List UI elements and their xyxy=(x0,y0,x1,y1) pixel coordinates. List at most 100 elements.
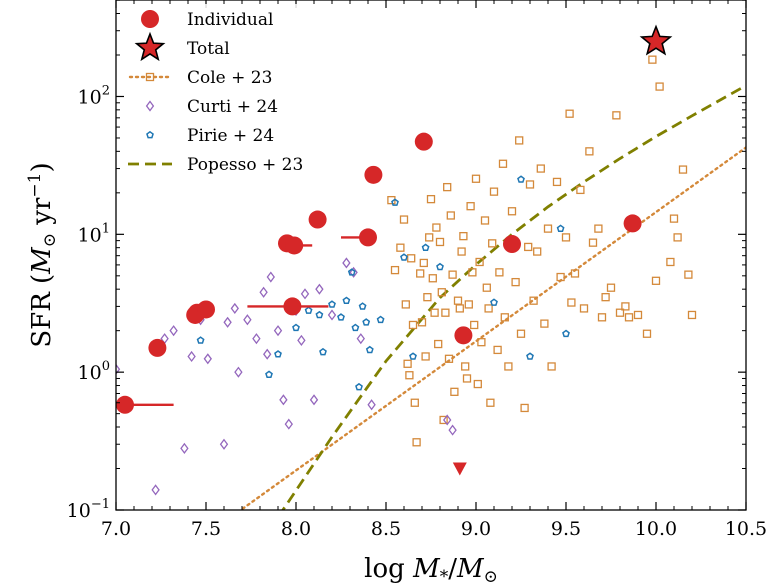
cole-point xyxy=(511,277,520,287)
cole-point xyxy=(407,254,416,263)
individual-point xyxy=(308,210,327,229)
x-tick-label: 8.0 xyxy=(281,518,311,540)
curti-point xyxy=(259,286,268,298)
x-tick-label: 8.5 xyxy=(371,518,401,540)
curti-point xyxy=(223,316,232,328)
legend-label: Curti + 24 xyxy=(187,97,278,117)
cole-point xyxy=(453,296,463,305)
cole-point xyxy=(425,233,434,242)
curti-point xyxy=(367,399,376,411)
x-tick-label: 10.0 xyxy=(635,518,677,540)
cole-point xyxy=(615,308,625,317)
cole-point xyxy=(444,354,454,363)
pirie-point xyxy=(436,262,444,271)
cole-point xyxy=(493,345,502,355)
cole-point xyxy=(673,233,682,242)
pirie-point xyxy=(319,347,327,356)
pirie-point xyxy=(355,382,363,391)
cole-point xyxy=(430,308,439,317)
individual-point xyxy=(116,395,134,414)
cole-point xyxy=(678,165,688,174)
cole-point xyxy=(597,313,607,322)
pirie-point xyxy=(517,175,525,183)
cole-point xyxy=(579,304,589,313)
popesso-relation-curve xyxy=(281,84,746,510)
cole-point xyxy=(504,362,513,371)
cole-point xyxy=(520,403,529,413)
cole-point xyxy=(486,398,495,407)
x-tick-label: 9.0 xyxy=(461,518,491,540)
pirie-point xyxy=(337,313,345,321)
cole-point xyxy=(477,338,486,347)
y-tick-label: 100 xyxy=(78,359,110,384)
pirie-point xyxy=(391,198,399,206)
individual-point xyxy=(285,236,304,255)
cole-point xyxy=(468,268,477,277)
cole-point xyxy=(489,187,499,196)
curti-point xyxy=(116,363,121,375)
x-tick-label: 9.5 xyxy=(551,518,581,540)
legend: Individual Total Cole + 23 Curti + 24 Pirie … xyxy=(124,4,324,184)
upper-limit-marker xyxy=(452,462,467,476)
cole-point xyxy=(401,300,410,309)
cole-point xyxy=(633,310,643,320)
pirie-point xyxy=(304,306,313,314)
individual-point xyxy=(197,300,215,319)
cole-point xyxy=(552,177,562,187)
cole-point xyxy=(464,300,473,309)
cole-point xyxy=(416,269,425,278)
legend-label: Popesso + 23 xyxy=(187,155,303,175)
curti-point xyxy=(219,438,229,450)
curti-point xyxy=(300,288,310,300)
cole-point xyxy=(642,329,652,338)
individual-point xyxy=(454,326,473,345)
cole-point xyxy=(612,111,621,120)
cole-point xyxy=(606,283,616,292)
cole-point xyxy=(561,233,571,242)
cole-point xyxy=(543,224,553,233)
y-tick-label: 10−1 xyxy=(67,497,110,522)
cole-point xyxy=(585,147,594,156)
cole-point xyxy=(500,313,509,322)
pirie-point xyxy=(196,336,205,344)
curti-point xyxy=(266,271,275,283)
legend-curti-marker xyxy=(145,100,155,112)
x-tick-label: 7.5 xyxy=(191,518,221,540)
cole-point xyxy=(484,304,493,313)
cole-point xyxy=(567,298,576,307)
cole-point xyxy=(666,257,675,267)
legend-pirie-marker xyxy=(146,130,154,139)
individual-point xyxy=(283,297,302,316)
pirie-point xyxy=(400,253,408,261)
cole-point xyxy=(441,308,450,317)
legend-label: Individual xyxy=(187,10,273,30)
curti-point xyxy=(315,283,324,295)
pirie-point xyxy=(421,243,430,252)
cole-point xyxy=(434,339,443,349)
pirie-point xyxy=(365,345,374,354)
curti-point xyxy=(243,314,252,326)
cole-point xyxy=(482,283,491,292)
pirie-point xyxy=(315,310,324,319)
cole-point xyxy=(516,329,526,338)
plot-frame xyxy=(115,0,747,511)
curti-point xyxy=(443,414,452,426)
cole-point xyxy=(428,274,437,283)
cole-point xyxy=(565,109,574,118)
cole-point xyxy=(533,247,542,256)
legend-label: Pirie + 24 xyxy=(187,126,274,146)
cole-point xyxy=(466,202,475,211)
cole-point xyxy=(540,319,549,328)
cole-point xyxy=(405,371,414,380)
individual-point xyxy=(503,235,521,254)
curti-point xyxy=(356,333,365,345)
pirie-point xyxy=(342,296,351,305)
cole-point xyxy=(547,362,556,371)
pirie-point xyxy=(556,224,565,232)
cole-point xyxy=(408,320,418,330)
individual-point xyxy=(623,214,642,233)
curti-point xyxy=(309,394,319,406)
curti-point xyxy=(342,257,351,269)
pirie-point xyxy=(376,315,385,324)
